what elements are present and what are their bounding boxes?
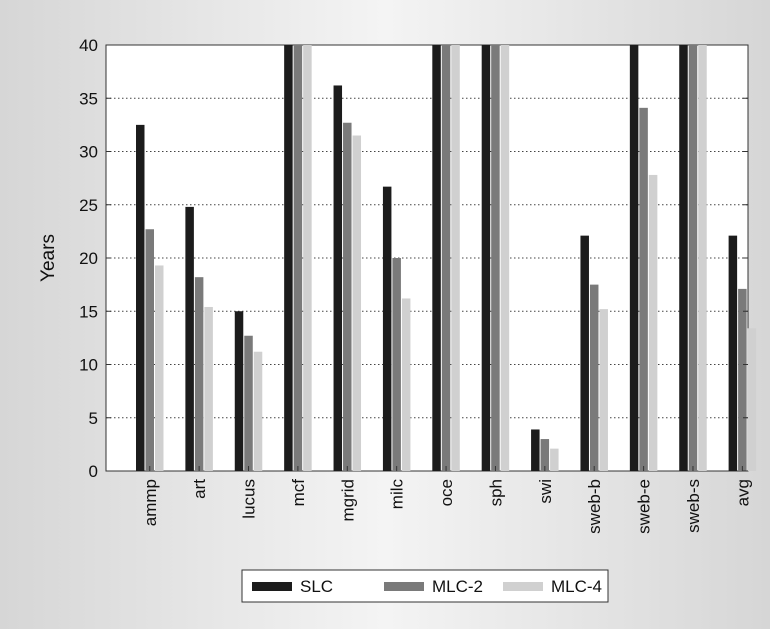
y-axis-title: Years: [38, 234, 59, 282]
bar-mlc-2-milc: [392, 258, 401, 471]
x-tick-label: sweb-b: [585, 479, 604, 534]
bar-mlc-2-art: [194, 277, 204, 471]
bar-mlc-4-swi: [550, 448, 559, 471]
x-tick-label: art: [190, 479, 209, 499]
x-axis: ammp art lucus mcf mgrid milc oce sph swi sweb-b s…: [141, 466, 752, 534]
bar-mlc-2-lucus: [244, 335, 253, 471]
bar-mlc-2-sweb-b: [589, 284, 599, 471]
gridlines: [106, 97, 748, 419]
bar-mlc-2-mgrid: [343, 122, 352, 472]
y-tick-label: 40: [79, 36, 98, 55]
bar-slc-swi: [531, 429, 540, 471]
bar-slc-sph: [481, 45, 491, 471]
y-tick-label: 0: [89, 462, 98, 481]
x-tick-label: sph: [486, 479, 505, 506]
y-tick-label: 25: [79, 196, 98, 215]
legend: SLC MLC-2 MLC-4: [241, 569, 609, 603]
bar-slc-art: [185, 206, 194, 471]
y-tick-label: 15: [79, 302, 98, 321]
x-tick-label: lucus: [240, 479, 259, 519]
bar-mlc-4-lucus: [253, 351, 263, 471]
bar-mlc-2-mcf: [293, 45, 303, 471]
bars: [136, 45, 757, 472]
bar-mlc-2-avg: [738, 288, 747, 471]
x-tick-label: sweb-e: [635, 479, 654, 534]
bar-mlc-2-sph: [491, 45, 500, 471]
bar-mlc-4-sweb-e: [648, 174, 658, 471]
x-tick-label: mcf: [289, 479, 308, 507]
legend-swatch-slc: [252, 582, 292, 591]
legend-label-slc: SLC: [300, 577, 333, 596]
y-tick-label: 30: [79, 143, 98, 162]
bar-mlc-4-mgrid: [352, 135, 362, 471]
x-tick-label: sweb-s: [684, 479, 703, 533]
legend-label-mlc-2: MLC-2: [432, 577, 483, 596]
bar-mlc-4-oce: [451, 45, 460, 471]
bar-slc-sweb-e: [629, 45, 639, 471]
bar-mlc-4-sph: [500, 45, 510, 471]
legend-box: [241, 569, 609, 603]
y-axis: 0 5 10 15 20 25 30 35 40: [79, 36, 748, 481]
x-tick-label: avg: [733, 479, 752, 506]
bar-mlc-2-swi: [540, 439, 550, 471]
bar-mlc-4-mcf: [303, 45, 312, 471]
bar-slc-sweb-s: [679, 45, 688, 471]
x-tick-label: oce: [437, 479, 456, 506]
bar-slc-mcf: [284, 45, 293, 471]
bar-mlc-4-sweb-b: [599, 309, 608, 471]
bar-slc-avg: [728, 235, 738, 471]
legend-swatch-mlc-4: [503, 582, 543, 591]
bar-mlc-4-ammp: [155, 265, 164, 471]
bar-slc-sweb-b: [580, 235, 589, 471]
bar-mlc-4-art: [204, 306, 213, 471]
x-tick-label: mgrid: [338, 479, 357, 522]
y-tick-label: 5: [89, 409, 98, 428]
y-tick-label: 10: [79, 356, 98, 375]
bar-mlc-2-ammp: [145, 229, 154, 471]
y-tick-label: 35: [79, 89, 98, 108]
bar-slc-milc: [382, 186, 392, 471]
bar-mlc-2-oce: [441, 45, 451, 471]
legend-swatch-mlc-2: [384, 582, 424, 591]
bar-slc-mgrid: [333, 85, 343, 471]
x-tick-label: swi: [536, 479, 555, 504]
legend-label-mlc-4: MLC-4: [551, 577, 602, 596]
x-tick-label: milc: [388, 479, 407, 510]
bar-slc-ammp: [136, 124, 145, 471]
x-tick-label: ammp: [141, 479, 160, 526]
bar-slc-lucus: [234, 311, 244, 471]
bar-mlc-4-avg: [747, 328, 757, 471]
bar-mlc-2-sweb-s: [688, 45, 698, 471]
bar-mlc-4-milc: [401, 298, 411, 471]
bar-mlc-4-sweb-s: [698, 45, 707, 471]
bar-slc-oce: [432, 45, 441, 471]
bar-mlc-2-sweb-e: [639, 107, 648, 472]
y-tick-label: 20: [79, 249, 98, 268]
